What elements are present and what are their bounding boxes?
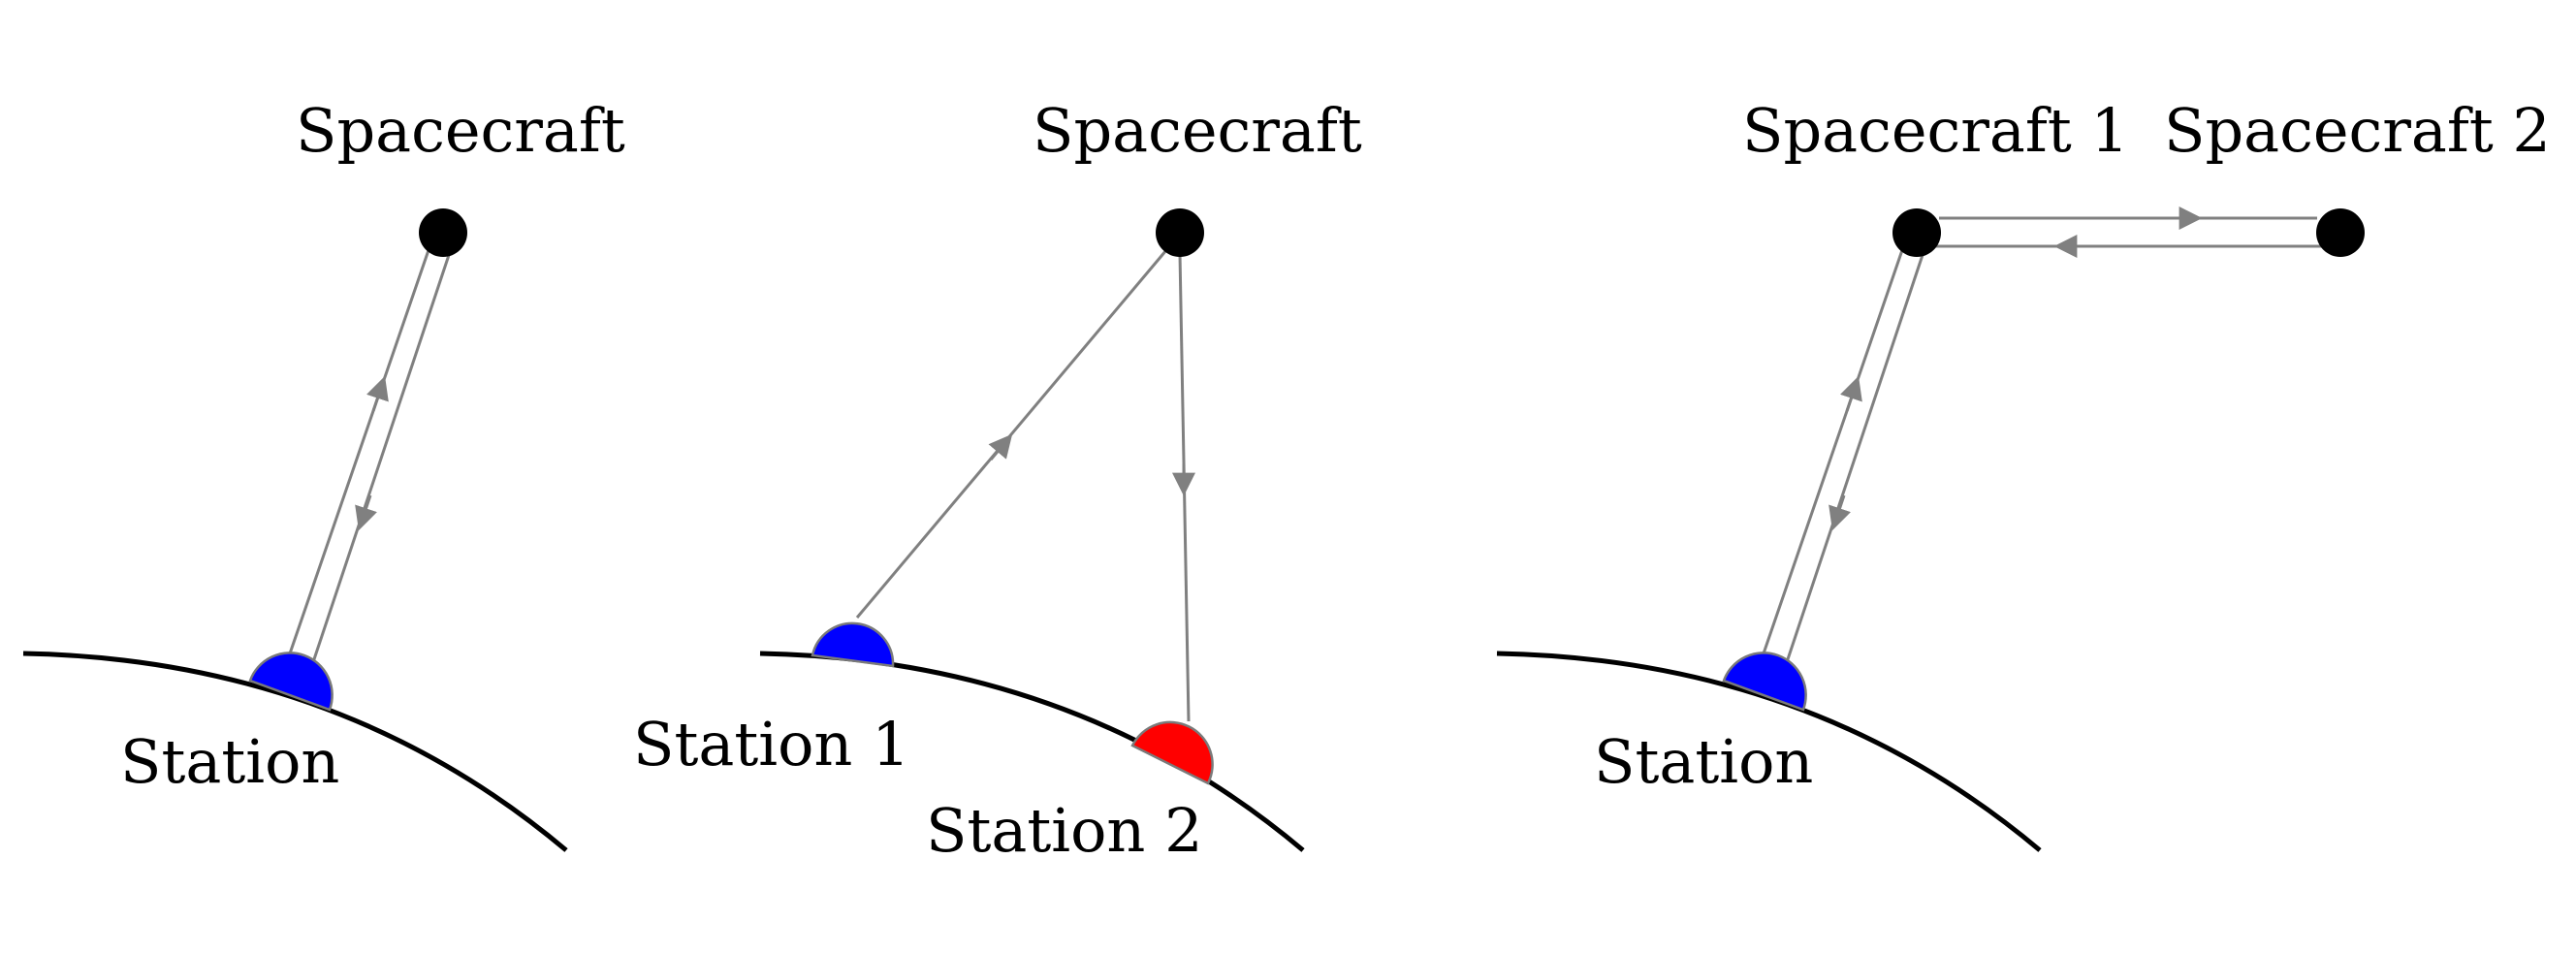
spacecraft-label: Spacecraft bbox=[1033, 95, 1362, 166]
downlink bbox=[1784, 254, 1924, 666]
spacecraft-2-label: Spacecraft 2 bbox=[2164, 95, 2551, 166]
uplink-arrowhead bbox=[366, 375, 389, 412]
spacecraft-dot bbox=[419, 208, 467, 257]
panel-one-way-ranging: Spacecraft Station bbox=[22, 95, 625, 852]
spacecraft-1-dot bbox=[1892, 208, 1941, 257]
panel-relay-ranging: Spacecraft 1 Spacecraft 2 Station bbox=[1496, 95, 2551, 852]
uplink-station-1 bbox=[855, 249, 1168, 619]
station-1-label: Station 1 bbox=[633, 709, 910, 779]
uplink bbox=[1761, 249, 1904, 657]
spacecraft-dot bbox=[1156, 208, 1204, 257]
station-label: Station bbox=[1594, 726, 1813, 797]
station-dome bbox=[1722, 652, 1807, 712]
station-2-dome bbox=[1130, 720, 1214, 785]
spacecraft-1-label: Spacecraft 1 bbox=[1742, 95, 2129, 166]
station-2-label: Station 2 bbox=[926, 795, 1203, 866]
uplink-arrowhead bbox=[988, 433, 1013, 461]
station-dome bbox=[248, 652, 334, 712]
downlink-station-2 bbox=[1178, 253, 1191, 722]
spacecraft-2-dot bbox=[2316, 208, 2365, 257]
downlink-arrowhead bbox=[1829, 494, 1851, 531]
panel-two-station-ranging: Spacecraft Station 1 Station 2 bbox=[633, 95, 1362, 866]
station-label: Station bbox=[120, 726, 339, 797]
spacecraft-label: Spacecraft bbox=[296, 95, 625, 166]
downlink bbox=[310, 254, 451, 666]
downlink-arrowhead bbox=[355, 494, 377, 531]
station-1-dome bbox=[811, 621, 895, 668]
uplink bbox=[287, 249, 430, 657]
uplink-arrowhead bbox=[1840, 375, 1862, 412]
